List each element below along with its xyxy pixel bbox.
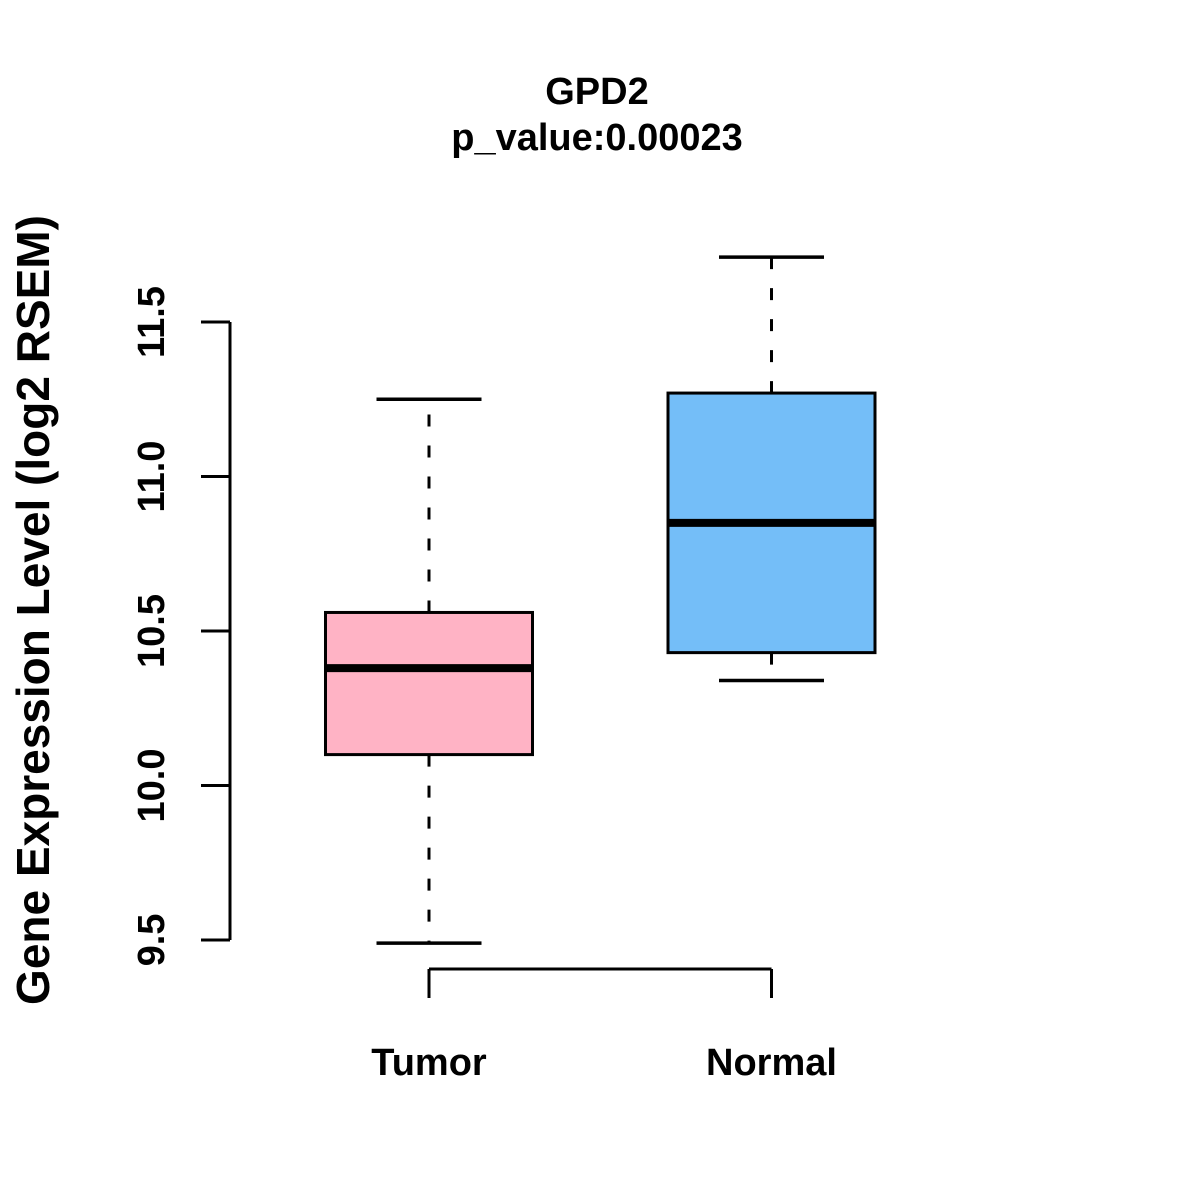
y-tick-label: 11.5: [131, 286, 173, 358]
y-tick-label: 10.5: [131, 594, 173, 668]
chart-title: GPD2: [545, 71, 649, 113]
tumor-box: [324, 610, 534, 757]
x-label-tumor: Tumor: [371, 1042, 487, 1084]
chart-title-block: GPD2 p_value:0.00023: [0, 69, 1194, 161]
chart-subtitle: p_value:0.00023: [451, 117, 743, 159]
y-tick-label: 9.5: [131, 914, 173, 967]
x-label-normal: Normal: [706, 1042, 837, 1084]
y-tick-label: 11.0: [131, 441, 173, 513]
y-tick-label: 10.0: [131, 749, 173, 823]
